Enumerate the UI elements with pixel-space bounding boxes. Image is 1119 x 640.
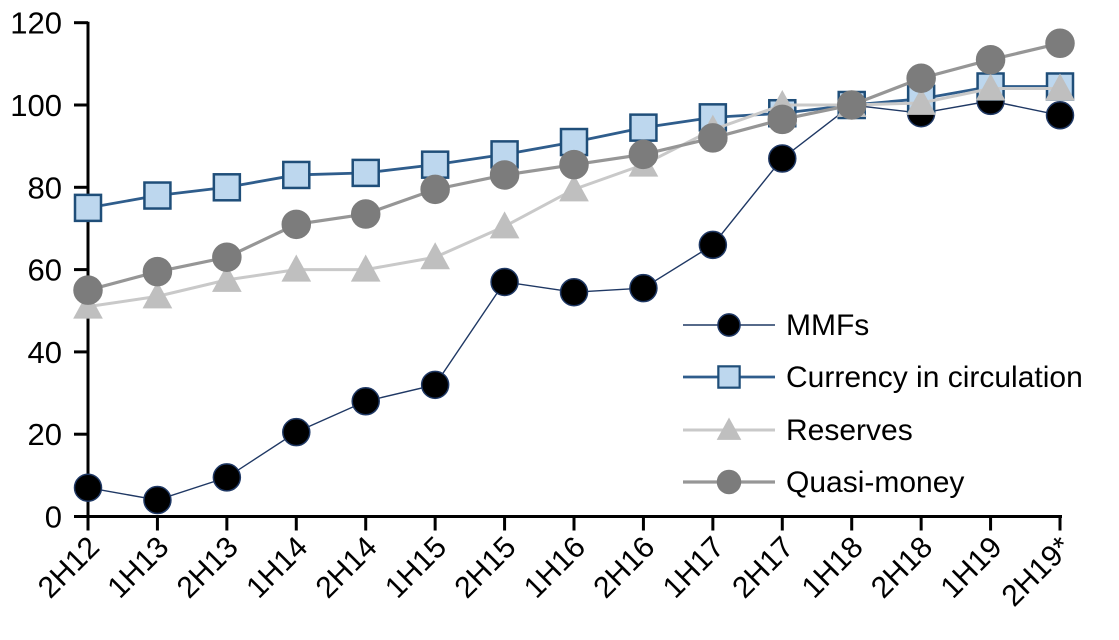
marker-quasi-money — [975, 44, 1006, 75]
x-tick-label: 2H18 — [865, 531, 939, 605]
marker-mmfs — [1045, 101, 1075, 130]
y-tick-label: 120 — [10, 6, 62, 41]
x-tick-label: 1H16 — [518, 531, 592, 605]
y-tick-label: 40 — [28, 335, 62, 370]
legend-marker-reserves-icon — [716, 417, 742, 440]
marker-mmfs — [420, 370, 450, 400]
x-tick-label: 1H18 — [796, 531, 870, 605]
marker-mmfs — [490, 267, 519, 297]
marker-currency-in-circulation — [282, 160, 311, 190]
marker-quasi-money — [698, 123, 728, 153]
marker-mmfs — [559, 277, 589, 307]
marker-quasi-money — [420, 174, 450, 205]
marker-reserves — [212, 264, 242, 292]
marker-reserves — [975, 73, 1006, 101]
legend-marker-currency-in-circulation-icon — [717, 365, 741, 389]
x-tick-label: 2H19* — [996, 530, 1079, 613]
marker-reserves — [559, 174, 589, 202]
x-axis: 2H121H132H131H142H141H152H151H162H161H17… — [32, 515, 1079, 613]
marker-mmfs — [73, 473, 103, 502]
y-tick-label: 60 — [28, 253, 62, 288]
marker-currency-in-circulation — [629, 113, 658, 142]
marker-quasi-money — [73, 275, 103, 305]
marker-reserves — [1045, 73, 1075, 101]
x-tick-label: 2H14 — [310, 531, 384, 605]
legend-marker-quasi-money-icon — [716, 469, 742, 495]
legend-label: Quasi-money — [786, 466, 964, 499]
y-axis: 0 20 40 60 80 100 120 — [10, 6, 90, 535]
x-tick-label: 1H15 — [379, 531, 453, 605]
legend-item-reserves: Reserves — [683, 414, 913, 447]
marker-quasi-money — [212, 242, 242, 273]
series-reserves — [73, 73, 1075, 319]
marker-quasi-money — [767, 104, 798, 135]
marker-reserves — [350, 254, 381, 282]
marker-quasi-money — [281, 209, 312, 240]
legend-label: Reserves — [786, 414, 913, 447]
x-tick-label: 1H17 — [657, 531, 731, 605]
marker-reserves — [906, 87, 936, 115]
marker-reserves — [420, 242, 450, 270]
x-tick-label: 2H15 — [448, 531, 522, 605]
legend: MMFs Currency in circulation Reserves Quasi… — [683, 309, 1083, 499]
marker-quasi-money — [489, 160, 520, 190]
marker-quasi-money — [906, 63, 936, 94]
marker-currency-in-circulation — [73, 193, 103, 223]
plot-series — [73, 28, 1075, 515]
marker-currency-in-circulation — [143, 181, 172, 210]
marker-mmfs — [212, 463, 242, 492]
y-tick-label: 100 — [10, 88, 62, 123]
y-tick-label: 0 — [45, 500, 62, 535]
marker-currency-in-circulation — [212, 173, 242, 202]
x-tick-label: 1H14 — [240, 531, 314, 605]
legend-marker-mmfs-icon — [717, 313, 741, 337]
marker-quasi-money — [142, 256, 173, 287]
marker-mmfs — [768, 144, 797, 173]
marker-mmfs — [629, 273, 658, 303]
marker-reserves — [73, 291, 103, 319]
series-quasi-money — [73, 28, 1075, 305]
x-tick-label: 1H13 — [101, 531, 175, 605]
series-mmfs — [73, 86, 1075, 515]
marker-mmfs — [143, 485, 172, 515]
legend-item-mmfs: MMFs — [683, 309, 869, 342]
x-tick-label: 2H12 — [32, 531, 106, 605]
x-tick-label: 1H19 — [934, 531, 1008, 605]
legend-item-currency-in-circulation: Currency in circulation — [683, 361, 1083, 394]
legend-item-quasi-money: Quasi-money — [683, 466, 964, 499]
marker-reserves — [489, 211, 520, 239]
marker-reserves — [142, 281, 173, 309]
marker-quasi-money — [1045, 28, 1075, 59]
marker-quasi-money — [836, 90, 867, 120]
y-tick-label: 20 — [28, 417, 62, 452]
marker-mmfs — [698, 230, 728, 260]
marker-reserves — [281, 254, 312, 282]
x-tick-label: 2H13 — [171, 531, 245, 605]
marker-quasi-money — [559, 149, 589, 180]
y-tick-label: 80 — [28, 170, 62, 205]
x-tick-label: 2H16 — [587, 531, 661, 605]
marker-quasi-money — [628, 139, 659, 170]
legend-label: MMFs — [786, 309, 869, 342]
marker-mmfs — [351, 387, 380, 416]
marker-currency-in-circulation — [420, 150, 450, 179]
x-tick-label: 2H17 — [726, 531, 800, 605]
marker-mmfs — [282, 417, 311, 447]
marker-currency-in-circulation — [351, 158, 380, 188]
legend-label: Currency in circulation — [786, 361, 1083, 394]
marker-quasi-money — [350, 199, 381, 229]
